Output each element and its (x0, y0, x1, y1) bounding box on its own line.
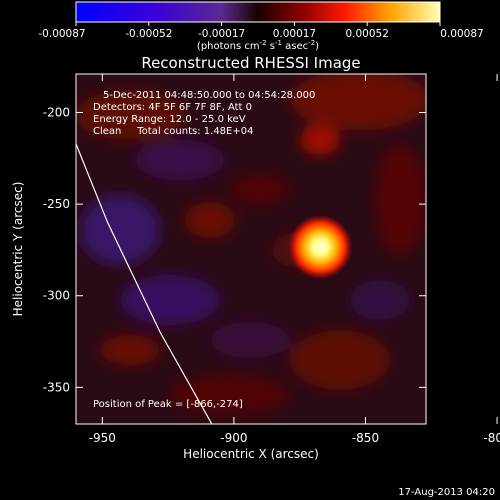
colorbar (75, 1, 441, 23)
plot-frame (75, 73, 427, 425)
y-tick-label: -250 (43, 197, 70, 211)
footer-timestamp: 17-Aug-2013 04:20 (398, 487, 495, 498)
peak-position-label: Position of Peak = [-866,-274] (93, 399, 243, 410)
cb-tick-5: 0.00087 (440, 28, 483, 40)
cb-tick-2: -0.00017 (198, 28, 245, 40)
x-tick-label: -850 (352, 431, 379, 445)
info-line-clean: Clean Total counts: 1.48E+04 (93, 126, 253, 137)
cb-tick-1: -0.00052 (125, 28, 172, 40)
info-line-detectors: Detectors: 4F 5F 6F 7F 8F, Att 0 (93, 102, 252, 113)
chart-title: Reconstructed RHESSI Image (141, 54, 360, 72)
y-axis-label: Heliocentric Y (arcsec) (11, 182, 25, 317)
colorbar-ticks (75, 22, 441, 26)
x-axis-label: Heliocentric X (arcsec) (183, 447, 319, 461)
y-tick-label: -200 (43, 105, 70, 119)
y-tick-label: -350 (43, 380, 70, 394)
x-tick-label: -950 (89, 431, 116, 445)
flare-peak (288, 215, 353, 280)
colorbar-unit: (photons cm-2 s-1 asec-2) (197, 39, 319, 52)
x-axis-ticks: -950 -900 -850 -800 (89, 74, 500, 445)
x-tick-label: -900 (220, 431, 247, 445)
info-line-time: 5-Dec-2011 04:48:50.000 to 04:54:28.000 (103, 90, 315, 101)
cb-tick-4: 0.00052 (345, 28, 388, 40)
y-tick-label: -300 (43, 289, 70, 303)
solar-limb-line (76, 142, 213, 424)
cb-tick-3: 0.00017 (273, 28, 316, 40)
heatmap-image (76, 74, 426, 424)
info-line-energy: Energy Range: 12.0 - 25.0 keV (93, 114, 246, 125)
cb-tick-0: -0.00087 (38, 28, 85, 40)
y-axis-ticks: -200 -250 -300 -350 (43, 105, 426, 394)
x-tick-label: -800 (483, 431, 500, 445)
